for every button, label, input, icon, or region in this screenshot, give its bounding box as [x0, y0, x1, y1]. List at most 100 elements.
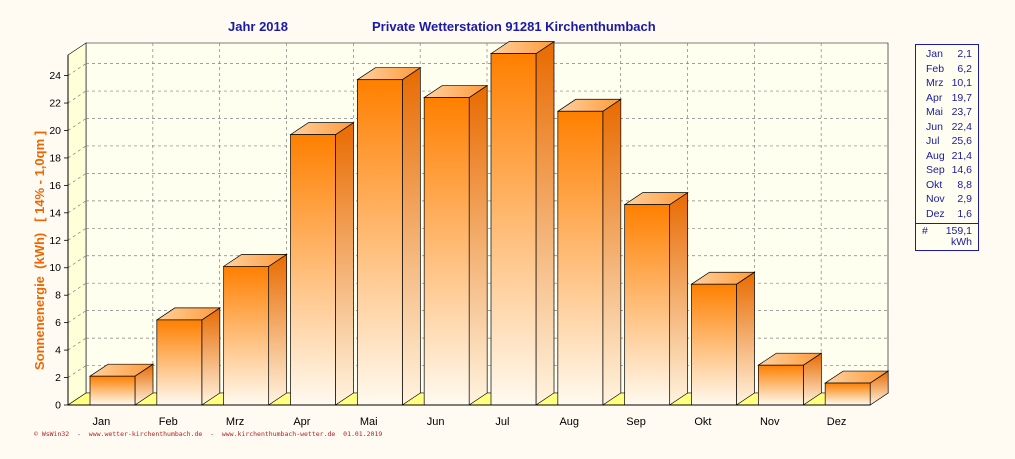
chart-title: Private Wetterstation 91281 Kirchenthumb… — [372, 19, 656, 34]
bar-side-mrz — [268, 253, 288, 406]
y-tick-label: 2 — [55, 372, 61, 384]
x-tick-label: Okt — [694, 416, 711, 428]
x-tick-label: Mrz — [226, 416, 244, 428]
bar-side-sep — [669, 191, 689, 406]
bar-jun — [423, 97, 470, 406]
x-tick-label: Aug — [559, 416, 579, 428]
legend-value: 21,4 — [951, 149, 972, 162]
bar-sep — [624, 204, 671, 406]
legend-divider — [916, 223, 978, 224]
gridline-side — [67, 63, 87, 76]
gridline-side — [67, 118, 87, 131]
x-tick-label: Sep — [626, 416, 646, 428]
legend-row-feb: Feb 6,2 — [916, 62, 978, 77]
legend-value: 25,6 — [951, 135, 972, 147]
legend-month: Okt — [926, 178, 943, 191]
bar-jul — [490, 53, 537, 406]
value-legend: Jan 2,1 Feb 6,2 Mrz 10,1 Apr 19,7 Mai 23,7 Jun 22,4… — [915, 44, 979, 251]
y-tick-label: 14 — [49, 207, 61, 219]
legend-month: Jul — [926, 135, 940, 147]
y-tick-label: 4 — [55, 345, 61, 357]
legend-row-sep: Sep 14,6 — [916, 163, 978, 178]
x-tick-label: Jan — [93, 416, 111, 428]
y-tick-label: 12 — [49, 235, 61, 247]
gridline-side — [67, 337, 87, 351]
y-tick-label: 20 — [49, 125, 61, 137]
legend-value: 1,6 — [957, 207, 972, 220]
bar-apr — [290, 134, 336, 406]
legend-month: Mrz — [926, 77, 944, 89]
legend-month: Feb — [926, 62, 945, 75]
legend-month: Nov — [926, 193, 945, 205]
y-tick-label: 22 — [49, 98, 61, 110]
legend-month: Aug — [926, 149, 945, 162]
bar-side-apr — [335, 121, 354, 406]
y-tick-label: 24 — [49, 70, 61, 82]
bar-feb — [156, 319, 203, 406]
bar-side-okt — [736, 271, 755, 406]
y-tick-label: 6 — [55, 317, 61, 329]
chart-year-title: Jahr 2018 — [228, 19, 288, 34]
legend-month: Mai — [926, 106, 943, 118]
legend-total: # 159,1 kWh — [916, 225, 978, 249]
gridline-side — [67, 228, 87, 241]
legend-row-nov: Nov 2,9 — [916, 192, 978, 207]
footer-credits: © WsWin32 - www.wetter-kirchenthumbach.d… — [34, 430, 383, 438]
legend-value: 10,1 — [951, 77, 972, 89]
bar-dez — [824, 382, 871, 406]
bar-nov — [757, 364, 804, 406]
bar-okt — [691, 283, 737, 406]
legend-value: 22,4 — [951, 120, 972, 133]
total-value: 159,1 — [945, 225, 972, 237]
legend-month: Sep — [926, 164, 945, 176]
x-tick-label: Jun — [427, 416, 445, 428]
legend-value: 8,8 — [957, 178, 972, 191]
y-tick-label: 18 — [49, 152, 61, 164]
legend-value: 2,9 — [957, 193, 972, 205]
gridline-side — [67, 310, 87, 323]
chart-side-wall — [67, 42, 87, 406]
bar-side-mai — [401, 67, 421, 406]
legend-rows: Jan 2,1 Feb 6,2 Mrz 10,1 Apr 19,7 Mai 23,7 Jun 22,4… — [916, 47, 978, 221]
legend-value: 23,7 — [951, 106, 972, 118]
legend-month: Apr — [926, 91, 943, 104]
x-tick-label: Mai — [360, 416, 378, 428]
gridline-side — [67, 255, 87, 269]
gridline-side — [67, 365, 87, 378]
bar-aug — [557, 110, 604, 406]
legend-value: 14,6 — [951, 164, 972, 176]
bar-side-feb — [201, 307, 221, 406]
legend-month: Jan — [926, 48, 943, 60]
legend-value: 2,1 — [957, 48, 972, 60]
legend-row-aug: Aug 21,4 — [916, 149, 978, 164]
y-tick-label: 8 — [55, 290, 61, 302]
legend-row-mai: Mai 23,7 — [916, 105, 978, 120]
legend-row-okt: Okt 8,8 — [916, 178, 978, 193]
legend-value: 6,2 — [957, 62, 972, 75]
legend-row-dez: Dez 1,6 — [916, 207, 978, 222]
x-tick-label: Jul — [495, 416, 509, 428]
legend-row-apr: Apr 19,7 — [916, 91, 978, 106]
gridline-side — [67, 90, 87, 104]
gridline-side — [67, 145, 87, 159]
bar-side-aug — [602, 98, 622, 406]
x-tick-label: Nov — [760, 416, 780, 428]
bar-jan — [89, 375, 136, 406]
bar-side-jun — [468, 84, 488, 406]
y-tick-label: 0 — [55, 400, 61, 412]
bar-mai — [356, 79, 403, 406]
gridline-side — [67, 173, 87, 186]
gridline-side — [67, 200, 87, 214]
x-tick-label: Feb — [159, 416, 178, 428]
x-tick-label: Apr — [293, 416, 310, 428]
total-unit: kWh — [951, 236, 972, 248]
legend-row-jul: Jul 25,6 — [916, 134, 978, 149]
legend-row-jun: Jun 22,4 — [916, 120, 978, 135]
bar-mrz — [223, 266, 270, 406]
x-tick-label: Dez — [827, 416, 847, 428]
total-symbol: # — [922, 225, 928, 237]
legend-value: 19,7 — [951, 91, 972, 104]
y-tick-label: 16 — [49, 180, 61, 192]
legend-month: Dez — [926, 207, 945, 220]
